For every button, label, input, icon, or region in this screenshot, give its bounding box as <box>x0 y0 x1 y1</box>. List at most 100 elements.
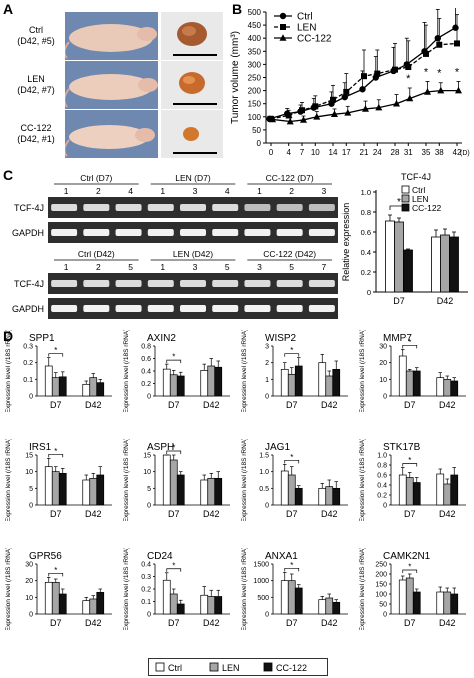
x-tick-label: D42 <box>439 509 456 519</box>
significance-star: * <box>54 346 57 355</box>
bar-Ctrl <box>44 466 53 506</box>
x-tick-label: 21 <box>360 148 369 157</box>
y-axis-title: Expression level (/18S rRNA) <box>123 548 130 630</box>
bar-LEN <box>325 597 334 615</box>
gel-band <box>51 280 78 287</box>
gene-expression-grid: SPP1 0 0.1 0.2 0.3 Expression level (/18S rRN… <box>0 330 474 655</box>
y-tick-label: 0 <box>29 394 33 401</box>
bar-LEN <box>405 477 414 506</box>
y-tick-label: 0.5 <box>259 486 269 493</box>
significance-star: * <box>290 453 293 462</box>
significance-bracket <box>48 353 64 357</box>
bar-CC-122 <box>412 591 421 615</box>
bar-LEN <box>89 477 98 506</box>
y-tick-label: 2 <box>265 360 269 367</box>
row-group: LEN <box>27 74 45 84</box>
y-tick-label: 100 <box>248 113 262 122</box>
bar-CC-122 <box>412 370 421 397</box>
data-point <box>436 41 443 48</box>
data-point <box>437 86 445 94</box>
y-axis-title: Expression level (/18S rRNA) <box>123 439 130 521</box>
gel-lane-label: 1 <box>160 186 165 196</box>
y-tick-label: 50 <box>252 126 261 135</box>
bar-CC-122 <box>450 380 459 397</box>
y-axis-title: Expression level (/18S rRNA) <box>241 330 248 412</box>
y-tick-label: 1000 <box>253 578 269 585</box>
data-point <box>312 103 319 110</box>
gel-band <box>244 305 271 312</box>
legend-label: LEN <box>412 194 429 204</box>
panel-label-a: A <box>3 1 14 17</box>
bar-CC-122 <box>294 487 303 506</box>
bar-Ctrl <box>280 580 289 615</box>
data-point <box>330 96 336 103</box>
y-tick-label: 1.0 <box>361 188 371 197</box>
y-tick-label: 1 <box>265 377 269 384</box>
bar-LEN <box>443 378 452 397</box>
gel-lane-label: 5 <box>289 262 294 272</box>
bar-Ctrl <box>318 362 327 397</box>
y-tick-label: 1.0 <box>259 469 269 476</box>
y-tick-label: 450 <box>248 21 262 30</box>
gene-title: ASPH <box>147 442 174 453</box>
data-point <box>341 93 348 101</box>
bar-CC-122 <box>58 376 67 397</box>
y-tick-label: 0 <box>29 612 33 619</box>
gel-lane-label: 4 <box>128 186 133 196</box>
bar-LEN <box>405 370 414 397</box>
data-point <box>359 86 366 93</box>
gene-title: AXIN2 <box>147 333 176 344</box>
y-axis-title: Expression level (/18S rRNA) <box>241 548 248 630</box>
bar-LEN <box>89 598 98 615</box>
bar-Ctrl <box>280 470 289 506</box>
bar-CC-122 <box>58 593 67 615</box>
y-tick-label: 0 <box>29 503 33 510</box>
y-axis-title: Expression level (/18S rRNA) <box>359 330 366 412</box>
significance-star: * <box>290 561 293 570</box>
gene-chart-camk2n1: CAMK2N1 0 50 100 150 200 250 Expression level (… <box>359 548 466 630</box>
gene-chart-stk17b: STK17B 0 0.2 0.4 0.6 0.8 1.0 Expression level (… <box>359 439 466 521</box>
gel-row-label: TCF-4J <box>14 203 44 213</box>
gel-band <box>147 229 174 236</box>
significance-bracket <box>284 353 300 357</box>
bar-LEN <box>394 221 404 293</box>
significance-star: * <box>172 353 175 362</box>
y-tick-label: 0 <box>147 503 151 510</box>
gel-group-label: CC-122 (D7) <box>266 173 314 183</box>
chart-title: TCF-4J <box>401 172 431 182</box>
significance-star: * <box>172 561 175 570</box>
gene-chart-anxa1: ANXA1 0 500 1000 1500 Expression level (/18S … <box>241 548 348 630</box>
y-axis-title: Relative expression <box>341 203 351 282</box>
bar-CC-122 <box>96 591 105 615</box>
significance-bracket <box>166 450 182 454</box>
tcf4j-bar-chart: TCF-4J 0 0.2 0.4 0.6 0.8 1.0 Relative expressio… <box>341 172 468 306</box>
x-tick-label: D7 <box>50 618 62 628</box>
gel-band <box>308 280 335 287</box>
y-tick-label: 20 <box>25 578 33 585</box>
panel-label-c: C <box>3 167 14 183</box>
y-tick-label: 0.2 <box>141 587 151 594</box>
gel-row-label: GAPDH <box>12 228 44 238</box>
gel-band <box>83 229 110 236</box>
significance-star: * <box>290 346 293 355</box>
gel-band <box>51 305 78 312</box>
bar-Ctrl <box>200 594 209 615</box>
y-tick-label: 10 <box>25 595 33 602</box>
y-tick-label: 0 <box>367 288 371 297</box>
gel-band <box>51 204 78 211</box>
row-label-ctrl: Ctrl (D42, #5) <box>8 25 64 47</box>
bar-CC-122 <box>176 603 185 615</box>
bar-CC-122 <box>58 472 67 506</box>
y-tick-label: 1500 <box>253 562 269 569</box>
significance-star: * <box>397 197 401 208</box>
gene-chart-axin2: AXIN2 0 0.2 0.4 0.6 0.8 Expression level (/18S… <box>123 330 230 412</box>
gel-band <box>147 305 174 312</box>
x-tick-label: 24 <box>373 148 382 157</box>
legend-marker <box>279 34 287 41</box>
y-tick-label: 0.3 <box>141 574 151 581</box>
bar-Ctrl <box>398 355 407 397</box>
gel-images: Ctrl (D7) 1 2 4 LEN (D7) 1 3 4 CC-122 (D7) 1 2 3 TCF… <box>12 173 338 319</box>
bar-LEN <box>287 474 296 506</box>
gel-lane-label: 4 <box>225 186 230 196</box>
y-tick-label: 0.8 <box>141 344 151 351</box>
